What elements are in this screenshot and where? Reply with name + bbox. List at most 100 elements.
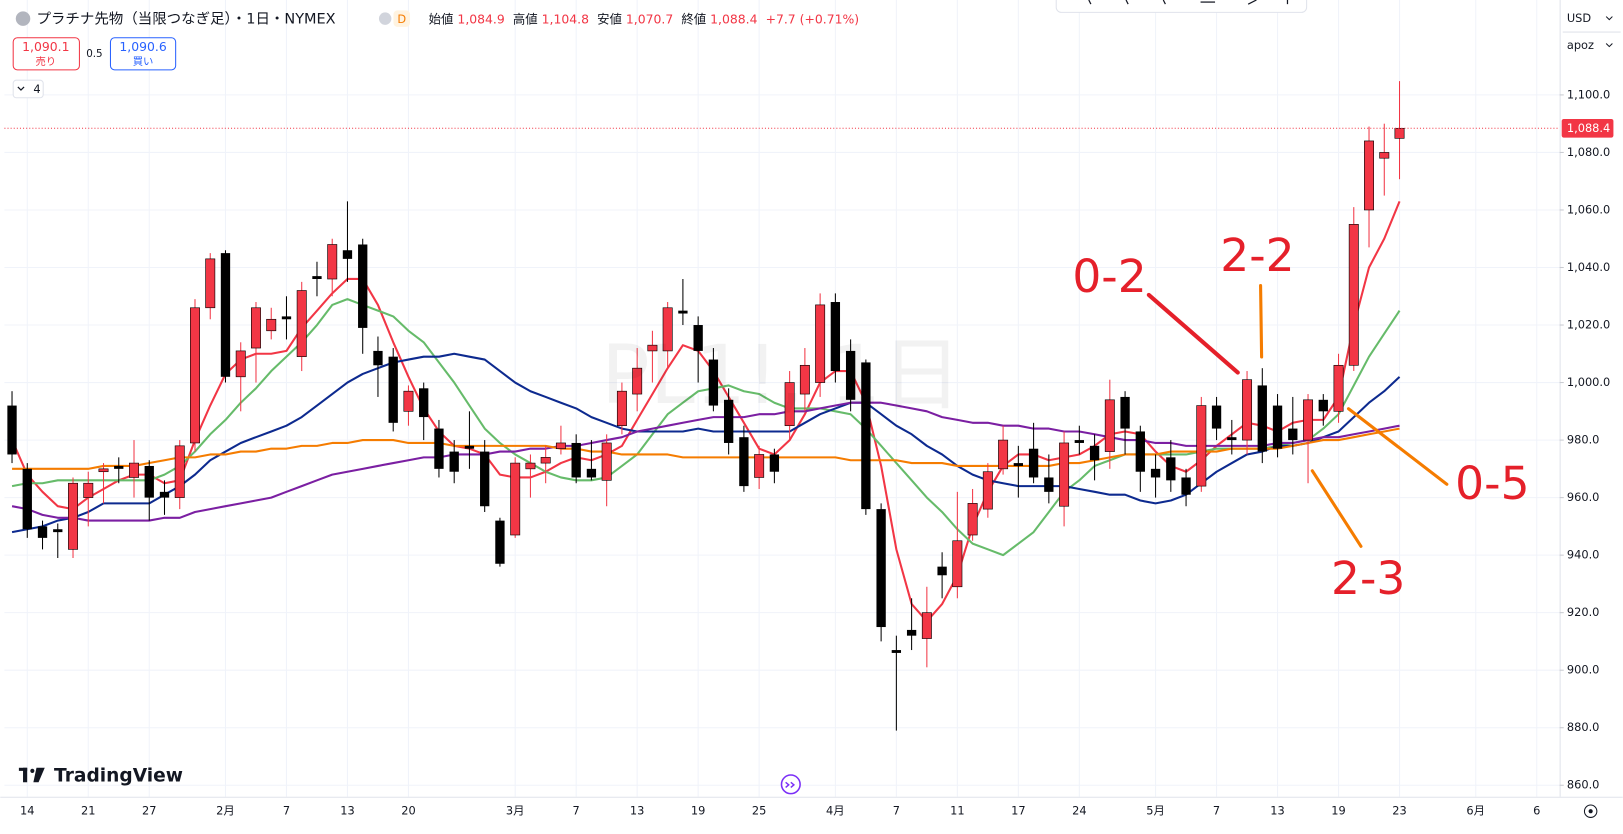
high-value: 1,104.8 — [542, 11, 589, 26]
candle-body — [403, 390, 414, 412]
price-label-bg — [1561, 118, 1614, 138]
logo-mark — [23, 767, 28, 783]
replay-icon[interactable] — [780, 774, 801, 795]
logo-mark — [30, 768, 35, 773]
candle-body — [632, 367, 643, 395]
x-tick-label: 13 — [340, 804, 354, 818]
candle-body — [388, 356, 398, 423]
annotation-stroke — [1146, 292, 1240, 375]
x-tick-label: 7 — [1213, 804, 1220, 818]
grid — [4, 0, 1560, 797]
candle-body — [480, 451, 490, 507]
drawing-toolbar[interactable] — [1055, 0, 1308, 13]
high-label: 高値 — [513, 11, 538, 26]
x-tick-label: 5月 — [1146, 804, 1165, 818]
x-tick-label: 19 — [1331, 804, 1345, 818]
low-value: 1,070.7 — [626, 11, 673, 26]
sell-button[interactable] — [12, 37, 80, 71]
logo-text: TradingView — [54, 766, 183, 787]
candle-body — [312, 276, 322, 280]
symbol-title[interactable]: プラチナ先物（当限つなぎ足）・1日・NYMEX — [36, 11, 335, 28]
chevron — [1605, 16, 1613, 21]
scale-mode[interactable]: apoz — [1567, 38, 1594, 52]
candle-body — [327, 244, 338, 280]
candle-body — [251, 307, 261, 349]
price-label: 1,088.4 — [1567, 121, 1610, 135]
candle-body — [678, 310, 688, 314]
candle-body — [266, 318, 277, 332]
candle-body — [37, 526, 48, 538]
low-label: 安値 — [597, 11, 622, 26]
candle-body — [22, 468, 32, 530]
candle-body — [1013, 463, 1023, 466]
candle-body — [281, 316, 292, 320]
x-tick-label: 7 — [893, 804, 900, 818]
candle-body — [296, 290, 307, 357]
candle-body — [1288, 428, 1298, 441]
settings-icon-dot — [1588, 809, 1593, 814]
y-tick-label: 1,100.0 — [1567, 87, 1610, 101]
currency[interactable]: USD — [1567, 11, 1592, 25]
candle-body — [342, 250, 353, 259]
candle-body — [1196, 405, 1207, 487]
candle-body — [525, 462, 536, 470]
y-tick-label: 1,060.0 — [1567, 202, 1610, 216]
candle-body — [235, 350, 246, 378]
candle-body — [83, 482, 94, 498]
candle-body — [1059, 442, 1070, 507]
chevron — [1605, 43, 1613, 48]
buy-button[interactable] — [109, 37, 177, 71]
spread: 0.5 — [86, 48, 102, 60]
candle-body — [876, 509, 886, 628]
candle-body — [144, 465, 154, 498]
candle-body — [205, 258, 216, 309]
candle-body — [373, 350, 383, 366]
chevron — [17, 86, 25, 91]
toolbar-icons — [1088, 0, 1289, 5]
candle-body — [510, 462, 521, 536]
candle-body — [220, 253, 231, 377]
sell-price: 1,090.1 — [22, 39, 69, 54]
x-tick-label: 20 — [401, 804, 415, 818]
moving-average — [11, 352, 1401, 534]
candle-body — [754, 454, 765, 478]
open-label: 始値 — [429, 11, 454, 26]
symbol-icon — [15, 11, 31, 26]
candle-body — [1242, 379, 1253, 441]
candle-body — [1181, 477, 1191, 495]
y-tick-label: 1,080.0 — [1567, 145, 1610, 159]
candle-body — [1333, 364, 1344, 412]
candle-body — [739, 437, 749, 487]
candle-body — [647, 344, 658, 352]
candle-body — [708, 359, 719, 406]
plot — [7, 81, 1405, 731]
candle-body — [784, 382, 795, 427]
x-tick-label: 21 — [81, 804, 95, 818]
y-tick-label: 1,020.0 — [1567, 318, 1610, 332]
candle-body — [159, 491, 170, 498]
annotation: 0-2 — [1072, 250, 1146, 303]
candle-body — [419, 388, 429, 418]
change: +7.7 (+0.71%) — [766, 11, 860, 26]
candle-body — [1272, 405, 1283, 449]
indicator-toggle[interactable] — [12, 79, 44, 99]
y-tick-label: 920.0 — [1567, 605, 1600, 619]
x-tick-label: 25 — [752, 804, 766, 818]
candle-body — [540, 457, 551, 464]
candle-body — [190, 307, 200, 444]
annotation-stroke — [1346, 407, 1449, 486]
x-tick-label: 6 — [1533, 804, 1540, 818]
indicator-count: 4 — [33, 82, 40, 96]
candle-body — [1135, 431, 1145, 472]
annotation-stroke — [1259, 284, 1264, 359]
candle-body — [571, 442, 581, 478]
candle-body — [921, 612, 932, 639]
candle-body — [1318, 399, 1328, 412]
moving-average — [11, 401, 1400, 522]
candle-body — [1089, 445, 1100, 461]
candle-body — [799, 364, 810, 395]
y-tick-label: 1,040.0 — [1567, 260, 1610, 274]
settings-icon[interactable] — [1583, 804, 1598, 818]
badge-bg — [393, 10, 411, 27]
open-value: 1,084.9 — [457, 11, 504, 26]
